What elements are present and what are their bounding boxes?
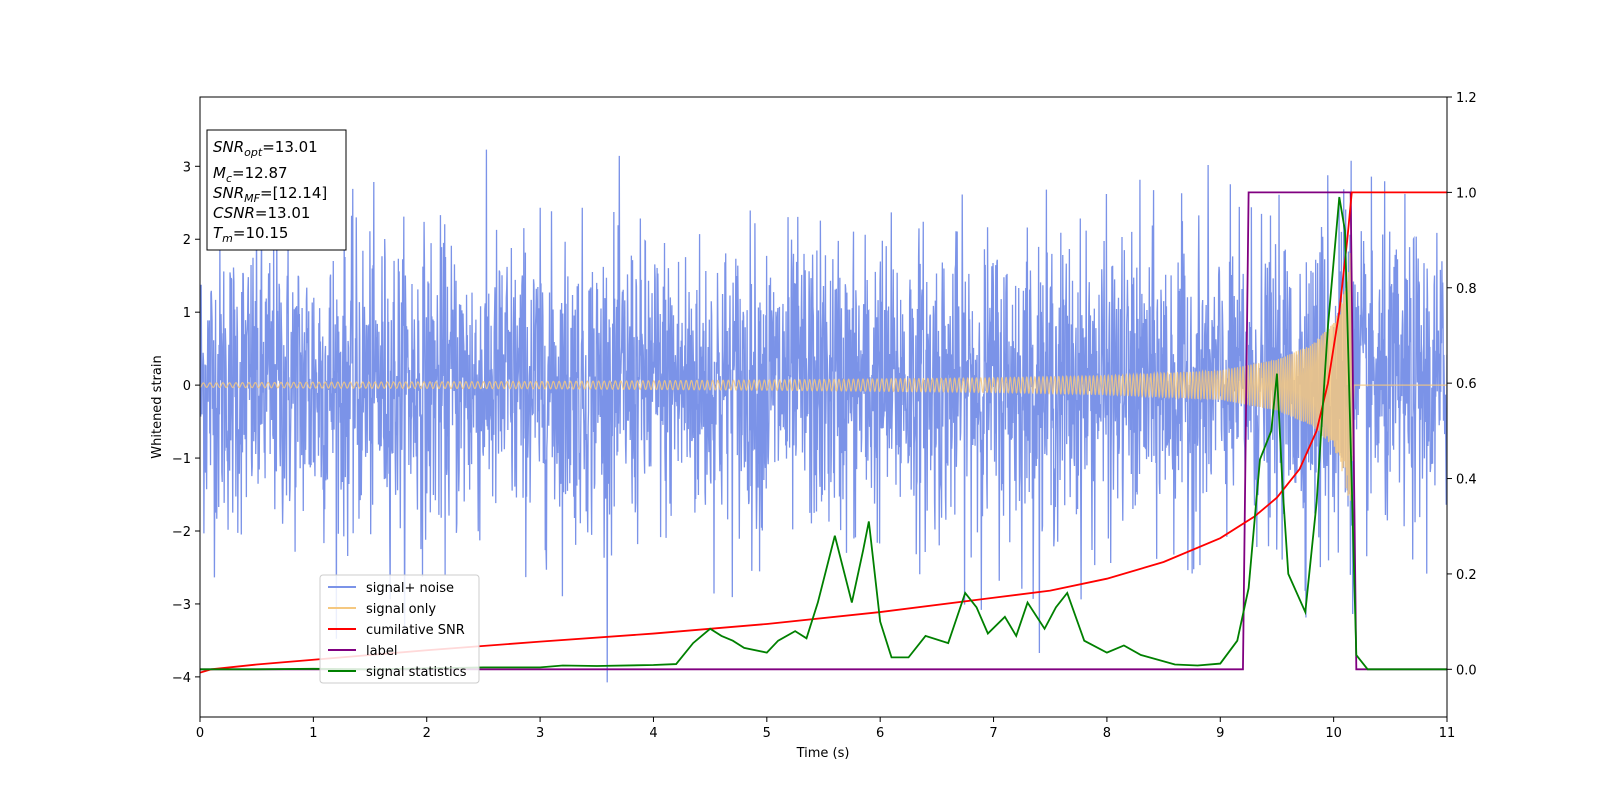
y-right-tick-label: 1.2 bbox=[1456, 91, 1477, 106]
signal-only-series bbox=[200, 253, 1447, 501]
y-axis-label: Whitened strain bbox=[150, 355, 165, 458]
x-tick-label: 6 bbox=[876, 726, 884, 741]
y-left-tick-label: −1 bbox=[172, 452, 191, 467]
signal-noise-line bbox=[200, 149, 1447, 683]
legend-label: signal+ noise bbox=[366, 581, 454, 596]
info-line: Tm=10.15 bbox=[213, 224, 288, 245]
legend-label: label bbox=[366, 644, 397, 659]
y-right-tick-label: 0.4 bbox=[1456, 473, 1477, 488]
legend-frame bbox=[319, 574, 480, 684]
x-axis-label: Time (s) bbox=[796, 746, 850, 761]
x-tick-label: 11 bbox=[1439, 726, 1456, 741]
x-tick-label: 8 bbox=[1103, 726, 1111, 741]
info-box-frame bbox=[206, 129, 347, 251]
y-right-tick-label: 0.8 bbox=[1456, 282, 1477, 297]
y-axis-left: −4 −3 −2 −1 0 1 2 3 bbox=[172, 160, 200, 686]
x-tick-label: 10 bbox=[1325, 726, 1342, 741]
x-axis: 0 1 2 3 4 5 6 7 8 9 10 11 bbox=[196, 717, 1455, 741]
plot-frame bbox=[199, 96, 1448, 718]
x-tick-label: 3 bbox=[536, 726, 544, 741]
signal-statistics-line bbox=[200, 196, 1447, 671]
info-box: SNRopt=13.01 Mc=12.87SNRMF=[12.14]CSNR=13… bbox=[206, 129, 347, 251]
legend-label: cumilative SNR bbox=[366, 623, 465, 638]
y-axis-right: 0.0 0.2 0.4 0.6 0.8 1.0 1.2 bbox=[1447, 91, 1477, 678]
y-left-tick-label: 1 bbox=[183, 306, 191, 321]
x-tick-label: 2 bbox=[423, 726, 431, 741]
legend-label: signal only bbox=[366, 602, 436, 617]
y-right-tick-label: 0.6 bbox=[1456, 377, 1477, 392]
y-right-tick-label: 1.0 bbox=[1456, 186, 1477, 201]
y-left-tick-label: −2 bbox=[172, 525, 191, 540]
y-right-tick-label: 0.2 bbox=[1456, 568, 1477, 583]
x-tick-label: 0 bbox=[196, 726, 204, 741]
y-left-tick-label: 3 bbox=[183, 160, 191, 175]
y-left-tick-label: 2 bbox=[183, 233, 191, 248]
y-left-tick-label: −3 bbox=[172, 598, 191, 613]
signal-only-line bbox=[200, 253, 1447, 501]
x-tick-label: 7 bbox=[989, 726, 997, 741]
info-line: Mc=12.87 bbox=[213, 164, 288, 185]
x-tick-label: 4 bbox=[649, 726, 657, 741]
x-tick-label: 9 bbox=[1216, 726, 1224, 741]
x-tick-label: 1 bbox=[309, 726, 317, 741]
info-line: SNRMF=[12.14] bbox=[213, 184, 327, 205]
signal-noise-series bbox=[200, 149, 1447, 683]
y-left-tick-label: −4 bbox=[172, 671, 191, 686]
y-right-tick-label: 0.0 bbox=[1456, 663, 1477, 678]
x-tick-label: 5 bbox=[763, 726, 771, 741]
info-line: CSNR=13.01 bbox=[213, 204, 310, 222]
info-line: SNRopt=13.01 bbox=[213, 138, 318, 159]
y-left-tick-label: 0 bbox=[183, 379, 191, 394]
legend-label: signal statistics bbox=[366, 665, 467, 680]
legend: signal+ noise signal only cumilative SNR la… bbox=[319, 574, 480, 684]
